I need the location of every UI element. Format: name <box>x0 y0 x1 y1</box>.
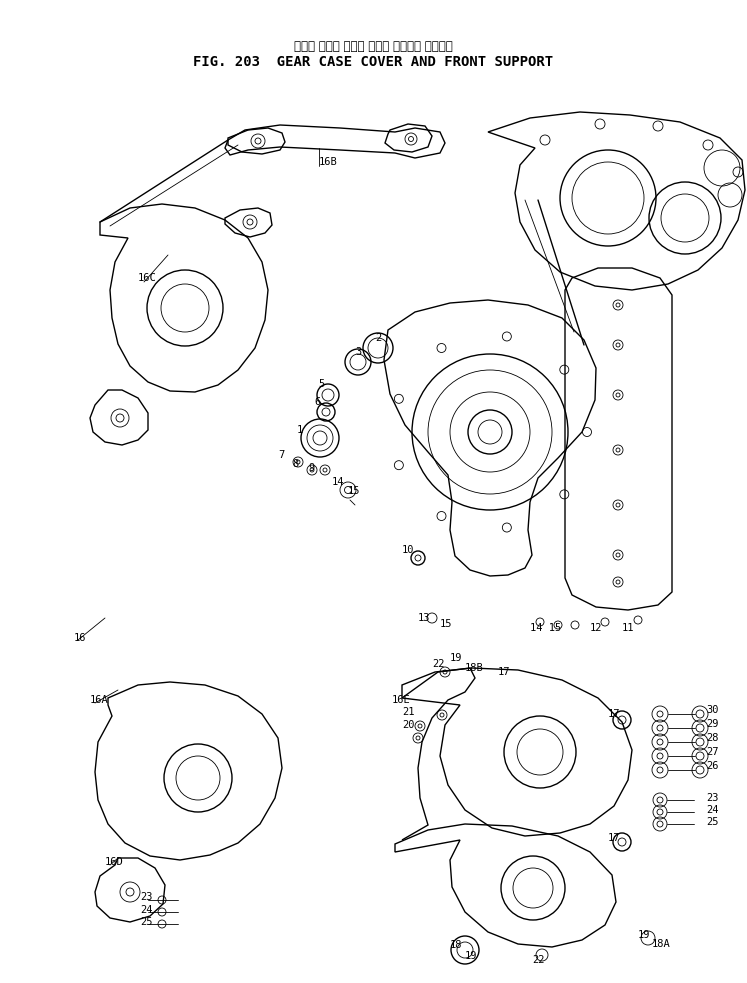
Text: 14: 14 <box>332 477 344 487</box>
Text: ギヤー ケース カバー および フロント サポート: ギヤー ケース カバー および フロント サポート <box>294 39 453 52</box>
Text: 22: 22 <box>532 955 545 965</box>
Text: 16C: 16C <box>138 273 157 283</box>
Text: 1: 1 <box>297 425 303 435</box>
Text: 18A: 18A <box>652 939 671 949</box>
Text: 15: 15 <box>440 619 453 629</box>
Text: 23: 23 <box>706 793 719 803</box>
Text: 17: 17 <box>608 709 621 719</box>
Text: 7: 7 <box>278 450 285 460</box>
Text: 14 15: 14 15 <box>530 623 561 633</box>
Text: 27: 27 <box>706 747 719 757</box>
Text: 16D: 16D <box>105 857 124 867</box>
Text: 18B: 18B <box>465 663 484 673</box>
Text: 18: 18 <box>450 940 462 950</box>
Text: 16: 16 <box>74 633 87 643</box>
Text: 19: 19 <box>465 951 477 961</box>
Text: 20: 20 <box>402 720 415 730</box>
Text: 8: 8 <box>292 459 298 469</box>
Text: 2: 2 <box>375 333 381 343</box>
Text: 16E: 16E <box>392 695 411 705</box>
Text: 17: 17 <box>498 667 510 677</box>
Text: 25: 25 <box>140 917 152 927</box>
Text: 12: 12 <box>590 623 603 633</box>
Text: 10: 10 <box>402 545 415 555</box>
Text: 22: 22 <box>432 659 444 669</box>
Text: 21: 21 <box>402 707 415 717</box>
Text: 19: 19 <box>638 930 651 940</box>
Text: 24: 24 <box>140 905 152 915</box>
Text: 16A: 16A <box>90 695 109 705</box>
Text: 17: 17 <box>608 833 621 843</box>
Text: FIG. 203  GEAR CASE COVER AND FRONT SUPPORT: FIG. 203 GEAR CASE COVER AND FRONT SUPPO… <box>193 55 553 69</box>
Text: 30: 30 <box>706 705 719 715</box>
Text: 23: 23 <box>140 892 152 902</box>
Text: 6: 6 <box>314 397 320 407</box>
Text: 25: 25 <box>706 817 719 827</box>
Text: 16B: 16B <box>319 157 338 167</box>
Text: 13: 13 <box>418 613 430 623</box>
Text: 28: 28 <box>706 733 719 743</box>
Text: 5: 5 <box>318 379 324 389</box>
Text: 9: 9 <box>308 463 314 473</box>
Text: 29: 29 <box>706 719 719 729</box>
Text: 3: 3 <box>355 347 362 357</box>
Text: 26: 26 <box>706 761 719 771</box>
Text: 11: 11 <box>622 623 634 633</box>
Text: 15: 15 <box>348 486 361 496</box>
Text: 19: 19 <box>450 653 462 663</box>
Text: 24: 24 <box>706 805 719 815</box>
